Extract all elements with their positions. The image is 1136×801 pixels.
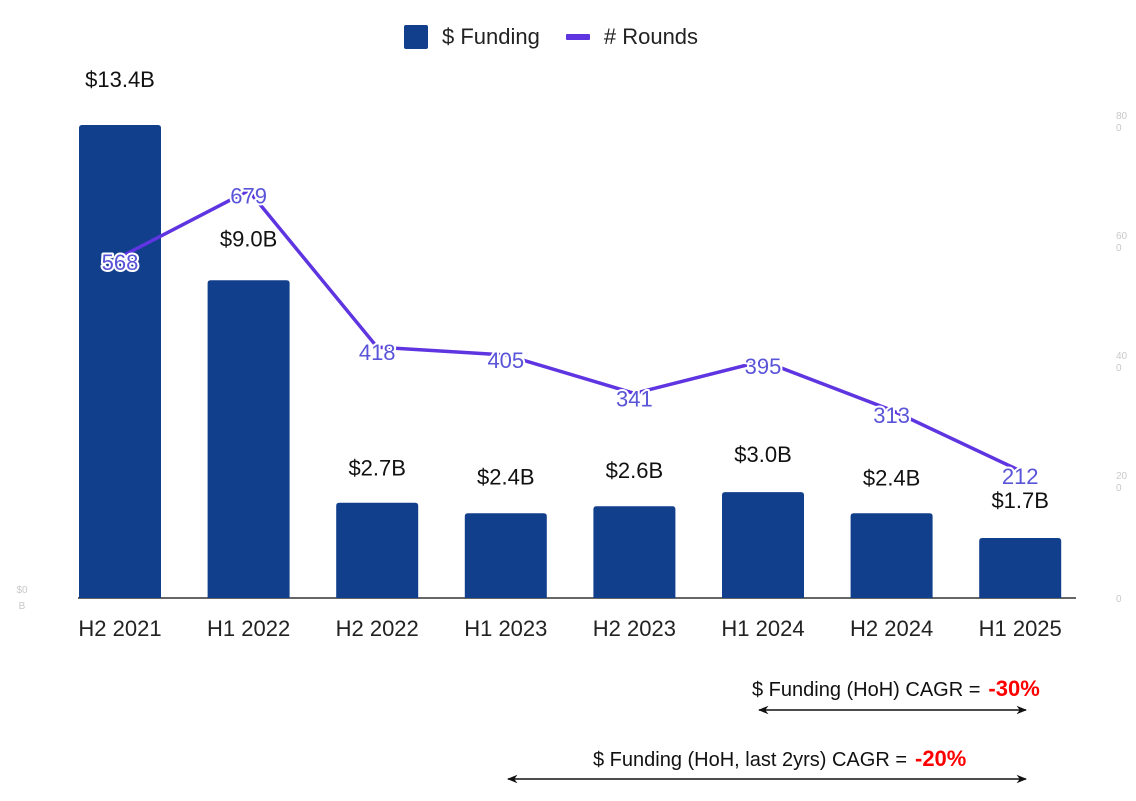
rounds-data-label: 395 xyxy=(745,354,782,379)
rounds-point xyxy=(118,255,122,259)
rounds-point xyxy=(375,345,379,349)
left-axis-tick-label: $0 xyxy=(16,585,28,596)
right-axis-tick-label: 60 xyxy=(1116,231,1128,242)
rounds-point xyxy=(1018,469,1022,473)
rounds-data-label: 405 xyxy=(487,348,524,373)
rounds-point xyxy=(761,359,765,363)
funding-bar xyxy=(336,502,419,598)
cagr-1-text: $ Funding (HoH) CAGR = xyxy=(752,679,981,701)
rounds-data-label: 418 xyxy=(359,340,396,365)
funding-data-label: $2.6B xyxy=(606,458,664,483)
legend-rounds-swatch xyxy=(565,34,590,40)
legend: $ Funding # Rounds xyxy=(404,24,698,50)
cagr-annotation-1: $ Funding (HoH) CAGR = -30% xyxy=(752,676,1040,702)
funding-data-label: $1.7B xyxy=(991,488,1049,513)
rounds-data-label: 679 xyxy=(230,184,267,209)
funding-data-label: $2.7B xyxy=(348,456,406,481)
x-tick-label: H2 2021 xyxy=(78,616,161,641)
funding-data-label: $2.4B xyxy=(863,465,921,490)
x-tick-label: H1 2023 xyxy=(464,616,547,641)
legend-funding-label: $ Funding xyxy=(442,24,540,49)
rounds-data-label: 341 xyxy=(616,386,653,411)
cagr-annotation-2: $ Funding (HoH, last 2yrs) CAGR = -20% xyxy=(593,746,966,772)
x-tick-label: H1 2022 xyxy=(207,616,290,641)
x-tick-label: H2 2024 xyxy=(850,616,933,641)
funding-bar xyxy=(979,537,1062,598)
funding-bar xyxy=(464,513,547,598)
rounds-data-label: 313 xyxy=(873,403,910,428)
rounds-line xyxy=(119,188,1021,473)
right-axis-tick-label: 0 xyxy=(1116,594,1122,605)
x-tick-label: H2 2022 xyxy=(336,616,419,641)
cagr-1-value: -30% xyxy=(988,676,1040,701)
rounds-point xyxy=(504,353,508,357)
rounds-point xyxy=(632,391,636,395)
rounds-point xyxy=(247,189,251,193)
funding-bar xyxy=(850,513,933,598)
right-axis-tick-label-rest: 0 xyxy=(1116,243,1122,254)
right-axis-tick-label-rest: 0 xyxy=(1116,123,1122,134)
funding-data-label: $9.0B xyxy=(220,226,278,251)
right-axis-tick-label-rest: 0 xyxy=(1116,483,1122,494)
cagr-2-text: $ Funding (HoH, last 2yrs) CAGR = xyxy=(593,749,907,771)
funding-data-label: $13.4B xyxy=(85,67,155,92)
right-axis-tick-label: 80 xyxy=(1116,111,1128,122)
funding-data-label: $2.4B xyxy=(477,464,535,489)
rounds-point xyxy=(890,408,894,412)
right-axis-tick-label: 20 xyxy=(1116,471,1128,482)
left-axis-tick-label-unit: B xyxy=(19,601,26,612)
right-axis-tick-label-rest: 0 xyxy=(1116,363,1122,374)
rounds-data-label: 212 xyxy=(1002,464,1039,489)
funding-bar xyxy=(722,492,804,598)
funding-bar xyxy=(207,280,290,598)
x-tick-label: H2 2023 xyxy=(593,616,676,641)
cagr-2-value: -20% xyxy=(915,746,967,771)
funding-bar xyxy=(79,124,161,598)
funding-bar xyxy=(593,506,676,598)
funding-data-label: $3.0B xyxy=(734,442,792,467)
legend-funding-swatch xyxy=(404,25,428,49)
rounds-data-label: 568 xyxy=(102,250,139,275)
x-tick-label: H1 2024 xyxy=(721,616,804,641)
legend-rounds-label: # Rounds xyxy=(603,24,699,49)
x-tick-label: H1 2025 xyxy=(979,616,1062,641)
right-axis-tick-label: 40 xyxy=(1116,351,1128,362)
